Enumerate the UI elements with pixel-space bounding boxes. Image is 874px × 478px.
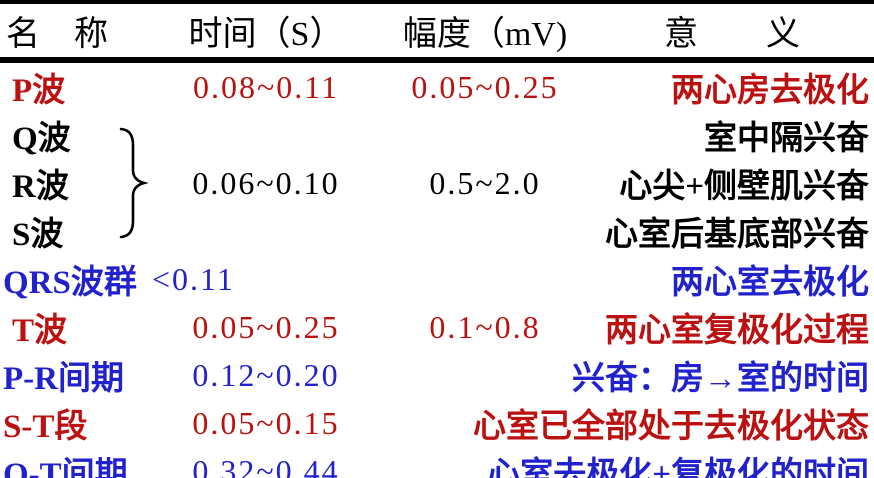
cell-time: 0.05~0.15 bbox=[192, 404, 340, 441]
cell-meaning: 两心室去极化 bbox=[671, 265, 869, 301]
table-row-qrs-complex: QRS波群 <0.11 两心室去极化 bbox=[0, 255, 874, 303]
curly-brace-icon bbox=[118, 127, 152, 239]
table-row-r-wave: R波 心尖+侧壁肌兴奋 bbox=[0, 159, 874, 207]
column-header-time: 时间（S） bbox=[188, 16, 344, 53]
cell-group-brace bbox=[118, 111, 152, 255]
table-row-pr-interval: P-R间期 0.12~0.20 兴奋：房→室的时间 bbox=[0, 351, 874, 399]
cell-meaning: 心尖+侧壁肌兴奋 bbox=[619, 169, 869, 205]
cell-spacer bbox=[118, 303, 152, 351]
cell-name: T波 bbox=[12, 313, 68, 349]
table-row-p-wave: P波 0.08~0.11 0.05~0.25 两心房去极化 bbox=[0, 60, 874, 111]
cell-name: P-R间期 bbox=[3, 361, 124, 397]
table-row-t-wave: T波 0.05~0.25 0.1~0.8 两心室复极化过程 bbox=[0, 303, 874, 351]
table-row-s-wave: S波 心室后基底部兴奋 bbox=[0, 207, 874, 255]
cell-name: Q-T间期 bbox=[3, 457, 128, 478]
column-header-name: 名 称 bbox=[6, 16, 108, 53]
cell-time: 0.12~0.20 bbox=[192, 356, 340, 393]
cell-time: 0.32~0.44 bbox=[192, 452, 340, 478]
cell-amplitude: 0.05~0.25 bbox=[411, 68, 559, 105]
cell-spacer bbox=[118, 60, 152, 111]
cell-name: P波 bbox=[12, 73, 66, 109]
header-row: 名 称 时间（S） 幅度（mV) 意 义 bbox=[0, 2, 874, 60]
cell-meaning: 心室去极化+复极化的时间 bbox=[487, 457, 869, 478]
cell-amplitude: 0.5~2.0 bbox=[429, 164, 541, 201]
cell-meaning: 心室后基底部兴奋 bbox=[605, 217, 869, 253]
cell-meaning: 两心房去极化 bbox=[671, 73, 869, 109]
column-header-meaning: 意 义 bbox=[664, 16, 800, 53]
cell-meaning: 室中隔兴奋 bbox=[704, 121, 869, 157]
table-row-st-segment: S-T段 0.05~0.15 心室已全部处于去极化状态 bbox=[0, 399, 874, 447]
table-header: 名 称 时间（S） 幅度（mV) 意 义 bbox=[0, 2, 874, 60]
column-header-amplitude: 幅度（mV) bbox=[402, 16, 568, 53]
cell-name: Q波 bbox=[12, 121, 71, 157]
cell-meaning: 两心室复极化过程 bbox=[605, 313, 869, 349]
cell-time: 0.06~0.10 bbox=[192, 164, 340, 201]
cell-time: 0.08~0.11 bbox=[192, 68, 340, 105]
cell-name: QRS波群 bbox=[3, 265, 137, 301]
table-row-qt-interval: Q-T间期 0.32~0.44 心室去极化+复极化的时间 bbox=[0, 447, 874, 478]
table-row-q-wave: Q波 0.06~0.10 0.5~2.0 室中隔兴奋 bbox=[0, 111, 874, 239]
cell-name: S-T段 bbox=[3, 409, 88, 445]
table-body: P波 0.08~0.11 0.05~0.25 两心房去极化 Q波 0.06~0.… bbox=[0, 60, 874, 478]
cell-meaning: 心室已全部处于去极化状态 bbox=[473, 409, 869, 445]
cell-name: S波 bbox=[12, 217, 64, 253]
cell-amplitude: 0.1~0.8 bbox=[429, 308, 541, 345]
cell-time: 0.05~0.25 bbox=[192, 308, 340, 345]
cell-meaning: 兴奋：房→室的时间 bbox=[572, 361, 869, 397]
cell-name: R波 bbox=[12, 169, 69, 205]
cell-time: <0.11 bbox=[152, 260, 235, 297]
